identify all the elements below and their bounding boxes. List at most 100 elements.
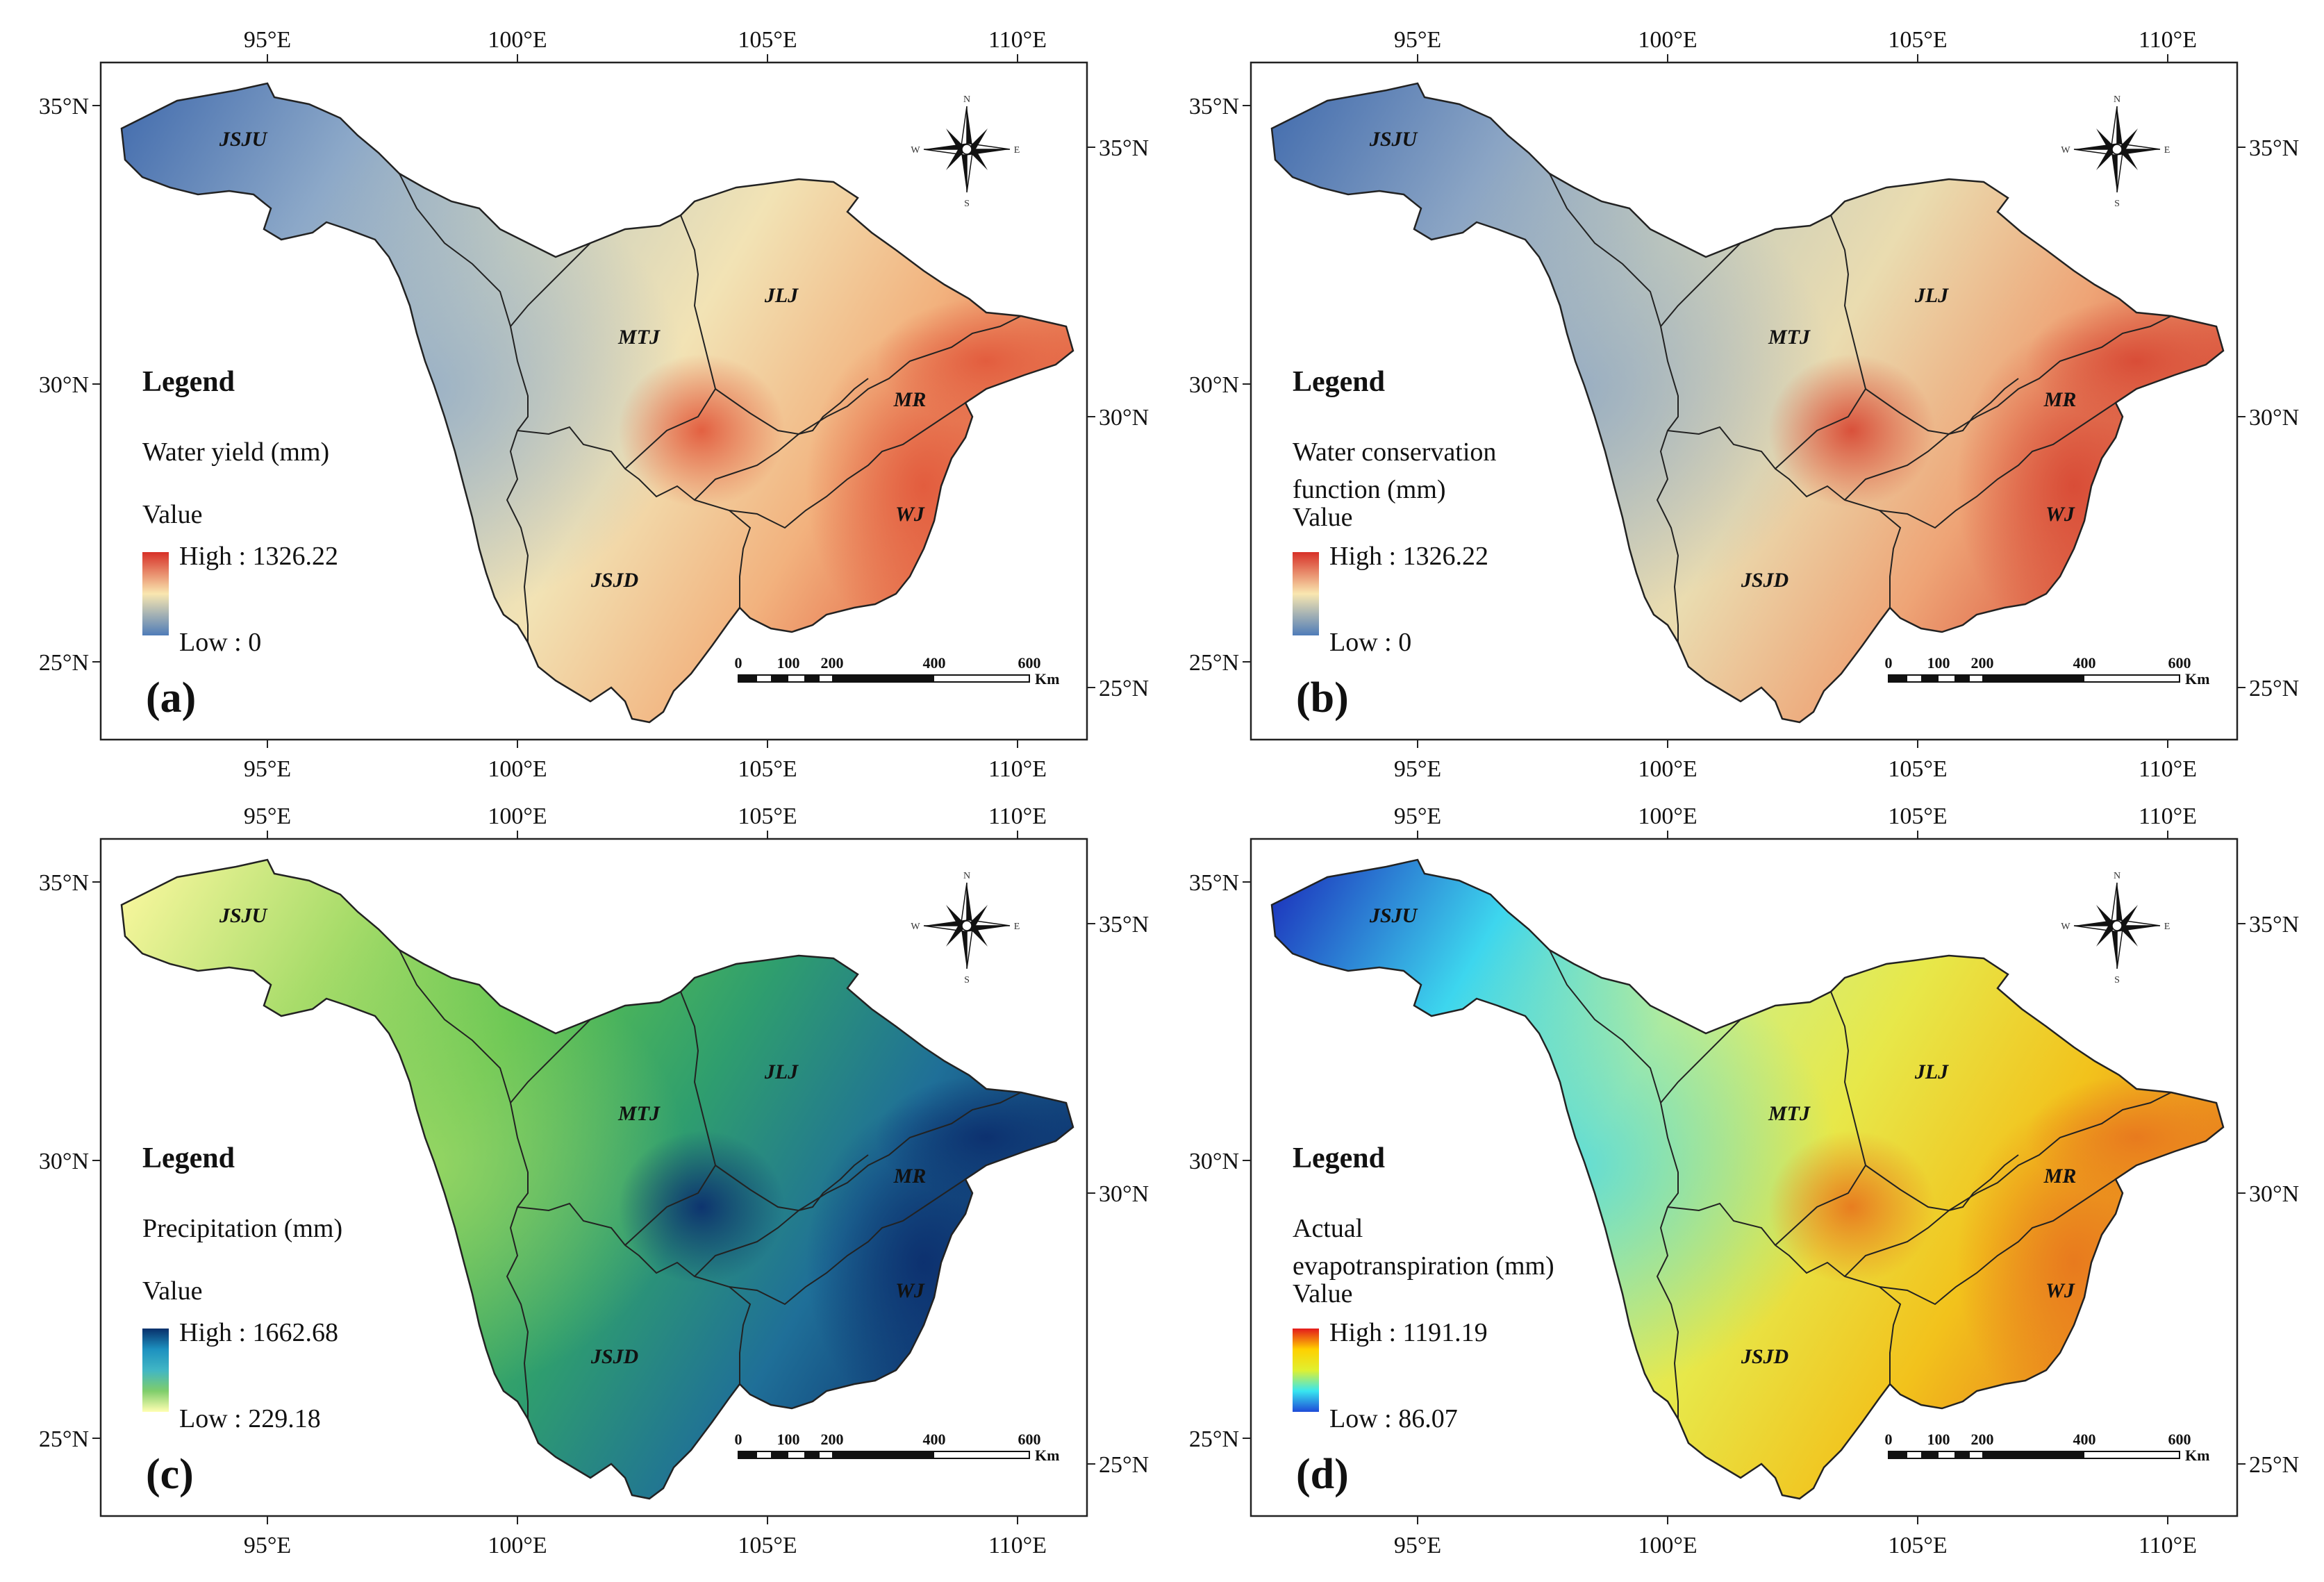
subbasin-boundary xyxy=(1549,173,1679,642)
subbasin-label: JSJU xyxy=(219,128,268,151)
lon-tick-label: 110°E xyxy=(988,27,1047,53)
subbasin-boundary xyxy=(798,315,1022,435)
subbasin-label: JLJ xyxy=(764,284,799,307)
lon-tick-label: 110°E xyxy=(2139,804,2197,829)
lon-tick-label: 95°E xyxy=(244,756,291,782)
svg-text:600: 600 xyxy=(2168,654,2191,672)
svg-text:0: 0 xyxy=(735,1431,742,1448)
subbasin-label: WJ xyxy=(2045,1279,2075,1302)
svg-text:E: E xyxy=(1014,922,1020,932)
lon-tick-label: 95°E xyxy=(244,27,291,53)
lat-tick-label: 25°N xyxy=(2249,676,2299,701)
svg-text:N: N xyxy=(963,871,970,881)
svg-text:E: E xyxy=(2164,922,2171,932)
north-arrow-icon: N S E W xyxy=(2061,94,2170,209)
lat-tick-label: 30°N xyxy=(2249,405,2299,431)
lat-tick-label: 30°N xyxy=(1189,1149,1239,1174)
lat-tick-label: 35°N xyxy=(1099,912,1149,938)
svg-text:100: 100 xyxy=(1927,654,1950,672)
subbasin-boundary xyxy=(1549,949,1679,1419)
subbasin-boundary xyxy=(1844,1210,1950,1277)
subbasin-boundary xyxy=(1879,402,2116,529)
lat-tick-label: 25°N xyxy=(1189,1426,1239,1452)
subbasin-boundary xyxy=(1865,378,2019,435)
north-arrow-icon: N S E W xyxy=(911,871,1020,985)
lon-tick-label: 100°E xyxy=(1638,804,1697,829)
subbasin-boundary xyxy=(1667,426,1902,608)
lat-tick-label: 30°N xyxy=(39,1149,89,1174)
subbasin-boundary xyxy=(694,433,799,501)
legend-value-label: Value xyxy=(142,1276,203,1306)
svg-text:Km: Km xyxy=(1035,670,1059,688)
lon-tick-label: 105°E xyxy=(1888,756,1947,782)
subbasin-label: JLJ xyxy=(1914,284,1949,307)
lon-tick-label: 100°E xyxy=(1638,756,1697,782)
subbasin-boundary xyxy=(1948,1092,2172,1211)
subbasin-label: MTJ xyxy=(617,1102,661,1125)
lon-tick-label: 110°E xyxy=(988,756,1047,782)
legend-value-label: Value xyxy=(1293,1279,1353,1308)
lon-tick-label: 105°E xyxy=(1888,1533,1947,1558)
subbasin-label: JSJU xyxy=(219,904,268,927)
svg-text:100: 100 xyxy=(1927,1431,1950,1448)
svg-text:200: 200 xyxy=(1971,1431,1994,1448)
svg-text:S: S xyxy=(2114,975,2120,985)
legend-high: High : 1191.19 xyxy=(1329,1318,1488,1347)
subbasin-label: JLJ xyxy=(1914,1060,1949,1083)
legend-title: Legend xyxy=(1293,366,1385,398)
lat-tick-label: 30°N xyxy=(39,372,89,398)
lat-tick-label: 30°N xyxy=(2249,1181,2299,1207)
lon-tick-label: 100°E xyxy=(488,1533,547,1558)
legend-variable: Water conservation function (mm) xyxy=(1293,438,1496,504)
svg-text:N: N xyxy=(2114,871,2120,881)
svg-text:W: W xyxy=(911,145,920,156)
subbasin-label: JSJD xyxy=(1741,1345,1788,1368)
basin-outline xyxy=(1270,858,2225,1500)
lon-tick-label: 100°E xyxy=(488,804,547,829)
subbasin-label: JSJD xyxy=(590,569,638,592)
lon-tick-label: 110°E xyxy=(2139,1533,2197,1558)
legend-color-ramp xyxy=(142,552,169,635)
lat-tick-label: 25°N xyxy=(39,650,89,676)
lat-tick-label: 25°N xyxy=(39,1426,89,1452)
subbasin-boundary xyxy=(510,242,591,327)
lon-tick-label: 95°E xyxy=(1394,1533,1441,1558)
subbasin-boundary xyxy=(399,173,529,642)
svg-text:S: S xyxy=(964,199,970,209)
panel-label: (c) xyxy=(146,1451,194,1498)
lon-tick-label: 105°E xyxy=(1888,804,1947,829)
legend-variable: Precipitation (mm) xyxy=(142,1214,342,1243)
map-panel-d: JSJU MTJ JLJ MR WJ JSJD 95°E 95°E 100°E 100°E 105°… xyxy=(1189,804,2299,1558)
svg-text:E: E xyxy=(1014,145,1020,156)
subbasin-boundary xyxy=(798,1092,1022,1211)
svg-text:400: 400 xyxy=(923,654,946,672)
lon-tick-label: 110°E xyxy=(988,1533,1047,1558)
subbasin-label: MR xyxy=(2043,388,2077,411)
svg-text:0: 0 xyxy=(735,654,742,672)
north-arrow-icon: N S E W xyxy=(2061,871,2170,985)
svg-text:400: 400 xyxy=(2073,1431,2096,1448)
subbasin-label: JSJD xyxy=(590,1345,638,1368)
subbasin-boundary xyxy=(694,1210,799,1277)
svg-text:200: 200 xyxy=(821,1431,844,1448)
north-arrow-icon: N S E W xyxy=(911,94,1020,209)
subbasin-label: WJ xyxy=(895,1279,925,1302)
legend-value-label: Value xyxy=(142,500,203,529)
subbasin-label: JLJ xyxy=(764,1060,799,1083)
subbasin-boundary xyxy=(1660,1019,1741,1104)
lon-tick-label: 110°E xyxy=(988,804,1047,829)
legend-high: High : 1326.22 xyxy=(1329,542,1488,571)
subbasin-boundary xyxy=(624,991,717,1246)
svg-text:0: 0 xyxy=(1885,1431,1893,1448)
subbasin-boundary xyxy=(1879,1179,2116,1306)
subbasin-boundary xyxy=(399,949,529,1419)
svg-text:200: 200 xyxy=(1971,654,1994,672)
lat-tick-label: 30°N xyxy=(1189,372,1239,398)
svg-text:W: W xyxy=(911,922,920,932)
lat-tick-label: 35°N xyxy=(1189,870,1239,896)
subbasin-boundary xyxy=(517,1202,752,1384)
subbasin-label: MR xyxy=(893,388,927,411)
subbasin-label: JSJU xyxy=(1369,904,1418,927)
subbasin-boundary xyxy=(1667,1202,1902,1384)
